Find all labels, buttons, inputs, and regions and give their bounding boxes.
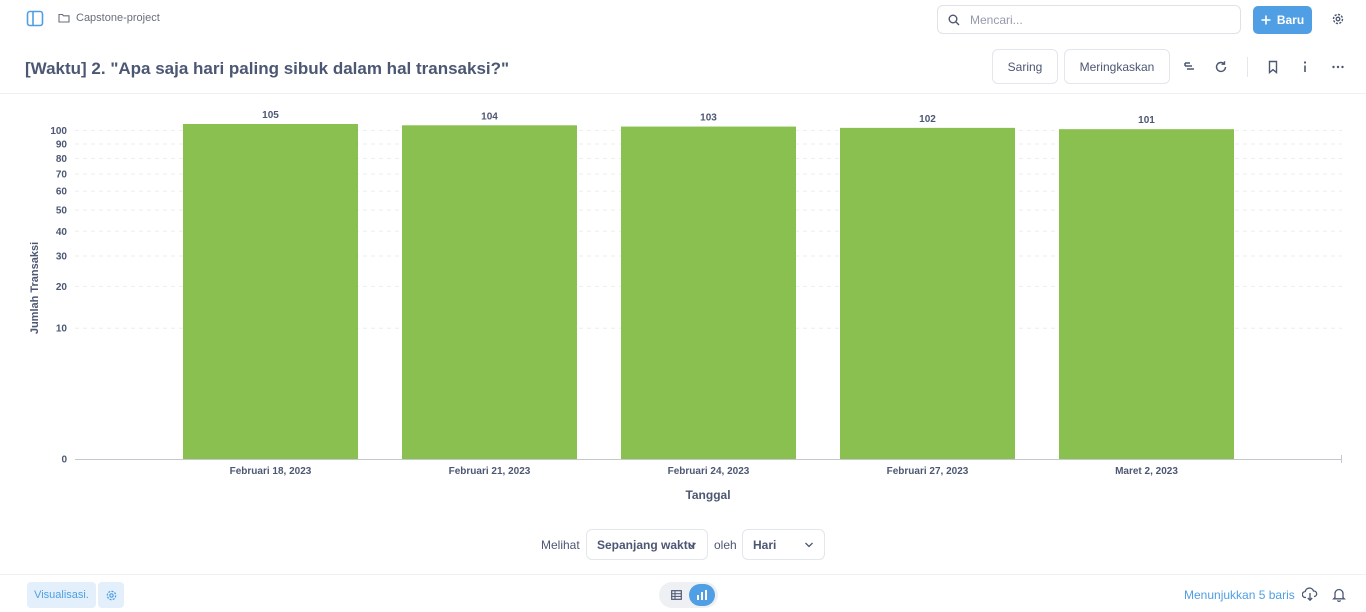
x-tick-label: Februari 21, 2023	[449, 466, 531, 477]
data-label: 104	[481, 111, 498, 122]
visualization-settings-button[interactable]	[98, 582, 124, 608]
filter-button[interactable]: Saring	[992, 49, 1058, 84]
bookmark-icon[interactable]	[1266, 60, 1280, 74]
x-tick-label: Februari 18, 2023	[230, 466, 312, 477]
y-tick-label: 60	[56, 187, 68, 198]
plus-icon	[1261, 15, 1271, 25]
y-tick-label: 30	[56, 252, 68, 263]
chevron-down-icon	[805, 542, 813, 548]
y-axis-ticks: 0 10 20 30 40 50 60 70 80 90 100	[50, 126, 67, 466]
header-divider	[1247, 57, 1248, 77]
bar[interactable]	[621, 126, 796, 460]
x-tick-label: Februari 24, 2023	[668, 466, 750, 477]
y-axis-label: Jumlah Transaksi	[29, 242, 41, 334]
folder-icon	[58, 13, 70, 23]
new-button-label: Baru	[1276, 13, 1305, 27]
view-label: Melihat	[541, 538, 580, 552]
bars: 105 104 103 102 101	[183, 110, 1234, 460]
chart-view-toggle[interactable]	[689, 584, 715, 606]
date-range-value: Sepanjang waktu	[597, 537, 696, 552]
visualization-button[interactable]: Visualisasi.	[27, 582, 96, 608]
y-tick-label: 80	[56, 154, 68, 165]
top-bar: Capstone-project Baru	[0, 0, 1366, 40]
data-label: 105	[262, 110, 279, 121]
breadcrumb-collection[interactable]: Capstone-project	[76, 12, 160, 24]
date-range-dropdown[interactable]: Sepanjang waktu	[586, 529, 708, 560]
data-label: 102	[919, 114, 936, 125]
table-view-toggle[interactable]	[665, 586, 687, 604]
more-options-icon[interactable]	[1331, 60, 1345, 74]
page-title: [Waktu] 2. "Apa saja hari paling sibuk d…	[25, 59, 510, 78]
table-icon	[670, 590, 682, 600]
y-tick-label: 100	[50, 126, 67, 137]
row-count[interactable]: Menunjukkan 5 baris	[1184, 588, 1295, 602]
bar[interactable]	[183, 124, 358, 459]
x-axis-ticks: Februari 18, 2023 Februari 21, 2023 Februa…	[230, 466, 1179, 477]
summarize-button[interactable]: Meringkaskan	[1064, 49, 1170, 84]
y-tick-label: 40	[56, 227, 68, 238]
time-unit-value: Hari	[753, 537, 777, 552]
y-tick-label: 90	[56, 140, 68, 151]
gear-icon[interactable]	[1331, 12, 1345, 26]
bar-chart-icon	[697, 590, 707, 600]
refresh-icon[interactable]	[1214, 60, 1228, 74]
y-tick-label: 50	[56, 206, 68, 217]
new-button[interactable]: Baru	[1253, 6, 1312, 34]
notebook-editor-icon[interactable]	[1183, 60, 1197, 74]
search-input[interactable]	[970, 12, 1220, 27]
display-toggle	[659, 582, 718, 608]
chevron-down-icon	[688, 542, 696, 548]
search-box[interactable]	[937, 5, 1241, 34]
bar[interactable]	[402, 125, 577, 460]
y-tick-label: 10	[56, 324, 68, 335]
gear-icon	[106, 590, 116, 600]
data-label: 103	[700, 113, 717, 124]
bell-icon[interactable]	[1332, 587, 1346, 602]
by-label: oleh	[714, 538, 737, 552]
question-header: [Waktu] 2. "Apa saja hari paling sibuk d…	[0, 40, 1366, 94]
data-label: 101	[1138, 115, 1155, 126]
x-axis-label: Tanggal	[685, 488, 730, 502]
y-tick-label: 0	[61, 455, 67, 466]
x-tick-label: Februari 27, 2023	[887, 466, 969, 477]
download-icon[interactable]	[1302, 587, 1318, 601]
y-tick-label: 20	[56, 282, 68, 293]
time-unit-dropdown[interactable]: Hari	[742, 529, 825, 560]
bar[interactable]	[840, 127, 1015, 460]
bar[interactable]	[1059, 129, 1234, 460]
bar-chart: 0 10 20 30 40 50 60 70 80 90 100 105 104 103 102 101 F…	[29, 110, 1342, 502]
y-tick-label: 70	[56, 170, 68, 181]
info-icon[interactable]	[1298, 60, 1312, 74]
time-series-controls: Melihat Sepanjang waktu oleh Hari	[0, 529, 1366, 560]
breadcrumb[interactable]: Capstone-project	[58, 12, 160, 24]
sidebar-toggle-icon[interactable]	[26, 10, 46, 28]
footer-bar: Visualisasi. Menunjukkan 5 baris	[0, 574, 1366, 612]
x-tick-label: Maret 2, 2023	[1115, 466, 1178, 477]
search-icon	[948, 14, 960, 25]
